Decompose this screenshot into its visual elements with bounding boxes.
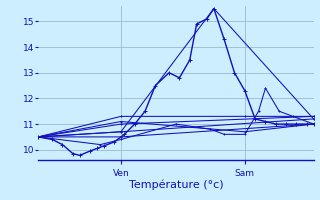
X-axis label: Température (°c): Température (°c) [129,179,223,190]
